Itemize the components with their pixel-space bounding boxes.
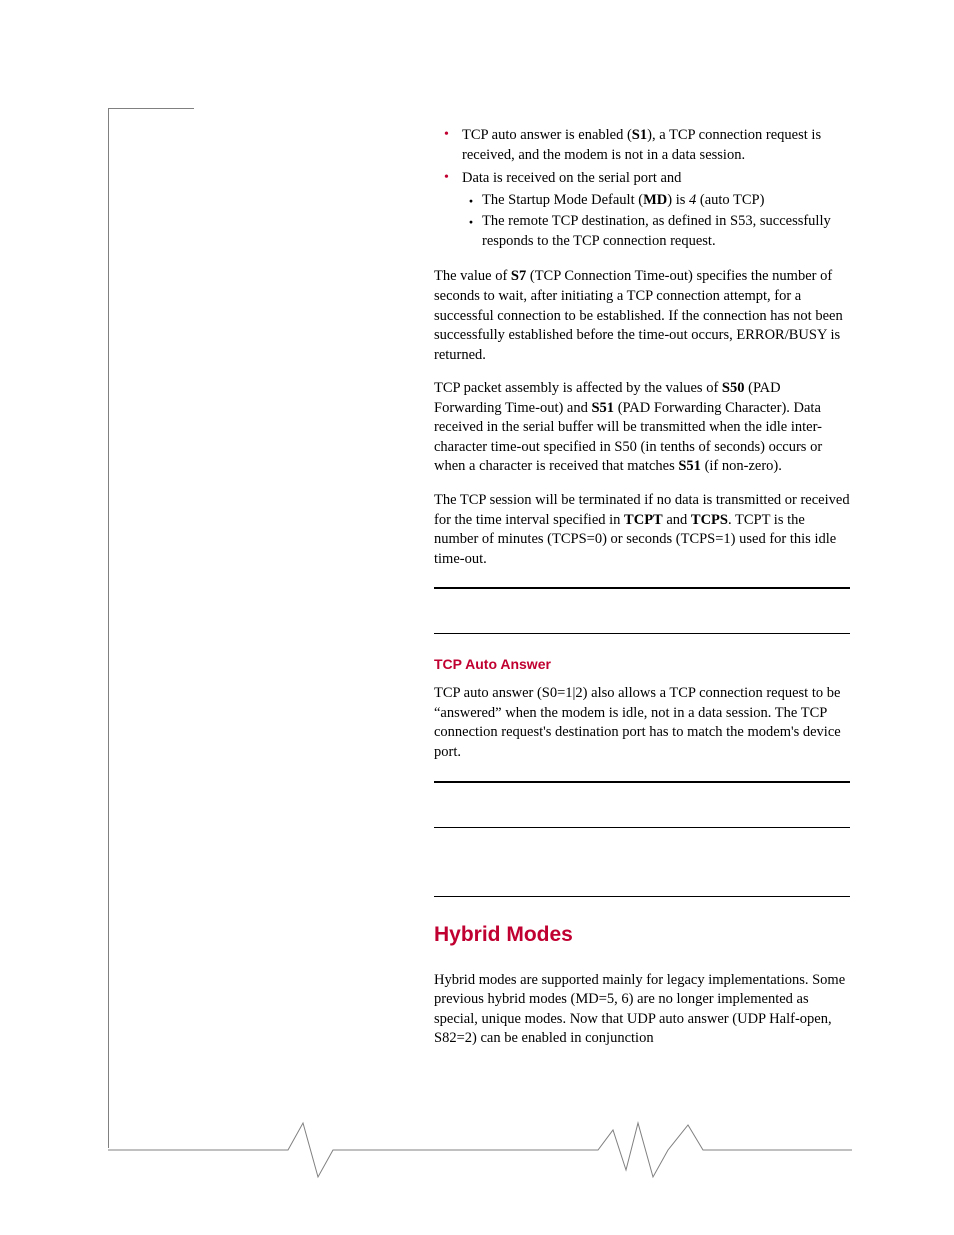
- list-item: TCP auto answer is enabled (S1), a TCP c…: [434, 126, 850, 165]
- bullet-list: TCP auto answer is enabled (S1), a TCP c…: [434, 126, 850, 251]
- bold-text: S51: [591, 400, 614, 416]
- section-heading: Hybrid Modes: [434, 923, 850, 947]
- bold-text: TCPT: [624, 512, 663, 528]
- main-content: TCP auto answer is enabled (S1), a TCP c…: [434, 126, 850, 1063]
- text: TCP auto answer is enabled (: [462, 127, 632, 143]
- waveform-decoration: [108, 1115, 852, 1185]
- thin-rule: [434, 633, 850, 634]
- thick-rule: [434, 587, 850, 589]
- text: (if non-zero).: [701, 458, 782, 474]
- text: The remote TCP destination, as defined i…: [482, 213, 831, 249]
- thick-rule: [434, 781, 850, 783]
- text: (auto TCP): [696, 192, 764, 208]
- text: and: [663, 512, 691, 528]
- bold-text: S7: [511, 268, 526, 284]
- paragraph: The value of S7 (TCP Connection Time-out…: [434, 267, 850, 365]
- paragraph: Hybrid modes are supported mainly for le…: [434, 971, 850, 1049]
- text: The Startup Mode Default (: [482, 192, 643, 208]
- left-margin-rule-horizontal: [108, 108, 194, 109]
- list-item: Data is received on the serial port and …: [434, 169, 850, 251]
- paragraph: TCP auto answer (S0=1|2) also allows a T…: [434, 684, 850, 762]
- thin-rule: [434, 827, 850, 828]
- text: ) is: [667, 192, 689, 208]
- paragraph: TCP packet assembly is affected by the v…: [434, 379, 850, 477]
- left-margin-rule-vertical: [108, 108, 109, 1148]
- text: TCP packet assembly is affected by the v…: [434, 380, 722, 396]
- bold-text: MD: [643, 192, 667, 208]
- thin-rule: [434, 896, 850, 897]
- sub-heading: TCP Auto Answer: [434, 656, 850, 672]
- bold-text: S51: [678, 458, 701, 474]
- list-item: The remote TCP destination, as defined i…: [462, 212, 850, 251]
- bold-text: S50: [722, 380, 745, 396]
- bold-text: S1: [632, 127, 647, 143]
- text: The value of: [434, 268, 511, 284]
- bold-text: TCPS: [691, 512, 728, 528]
- list-item: The Startup Mode Default (MD) is 4 (auto…: [462, 191, 850, 211]
- sub-list: The Startup Mode Default (MD) is 4 (auto…: [462, 191, 850, 252]
- paragraph: The TCP session will be terminated if no…: [434, 491, 850, 569]
- text: Data is received on the serial port and: [462, 170, 681, 186]
